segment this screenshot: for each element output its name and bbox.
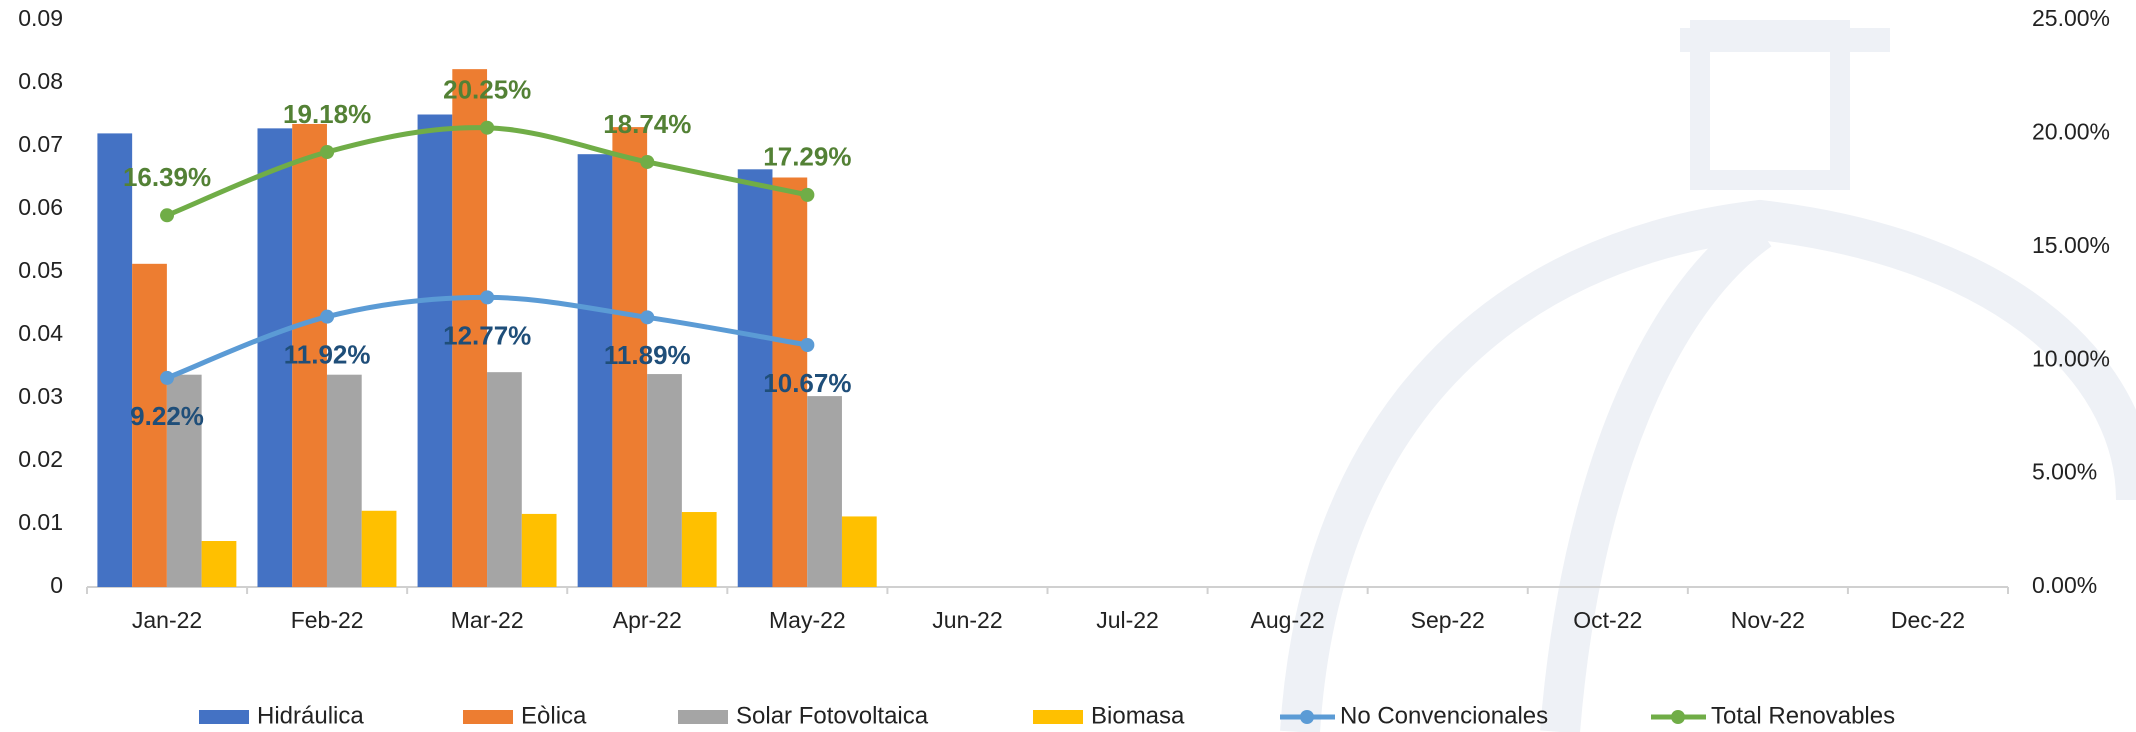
bar xyxy=(362,511,397,587)
value-label: 11.89% xyxy=(604,340,691,370)
legend-swatch xyxy=(1033,710,1083,724)
x-tick-label: Aug-22 xyxy=(1251,607,1325,633)
point xyxy=(320,145,334,159)
value-label: 17.29% xyxy=(763,142,851,172)
point xyxy=(160,208,174,222)
y-tick-label: 0.02 xyxy=(18,446,63,472)
x-tick-label: Jul-22 xyxy=(1096,607,1159,633)
x-tick-label: May-22 xyxy=(769,607,846,633)
bar xyxy=(842,516,877,587)
y2-tick-label: 25.00% xyxy=(2032,5,2110,31)
x-tick-label: Nov-22 xyxy=(1731,607,1805,633)
x-tick-label: Sep-22 xyxy=(1411,607,1485,633)
bar xyxy=(202,541,237,587)
y2-tick-label: 15.00% xyxy=(2032,232,2110,258)
chart: 0 0.01 0.02 0.03 0.04 0.05 0.06 0.07 0.08 0.09 0.0… xyxy=(0,0,2136,732)
y-tick-label: 0.03 xyxy=(18,383,63,409)
point xyxy=(480,121,494,135)
legend-label: No Convencionales xyxy=(1340,702,1548,729)
point xyxy=(480,290,494,304)
x-tick-label: Oct-22 xyxy=(1573,607,1642,633)
point xyxy=(160,371,174,385)
x-tick-label: Jun-22 xyxy=(932,607,1002,633)
legend-label: Solar Fotovoltaica xyxy=(736,702,929,729)
bar xyxy=(418,115,453,588)
y2-tick-label: 0.00% xyxy=(2032,572,2097,598)
y-tick-label: 0.06 xyxy=(18,194,63,220)
legend-swatch xyxy=(199,710,249,724)
y-tick-label: 0.09 xyxy=(18,5,63,31)
bar xyxy=(487,372,522,587)
y-tick-label: 0.08 xyxy=(18,68,63,94)
point xyxy=(640,310,654,324)
x-tick-label: Jan-22 xyxy=(132,607,202,633)
value-label: 19.18% xyxy=(283,99,371,129)
x-tick-label: Feb-22 xyxy=(291,607,364,633)
point xyxy=(800,338,814,352)
bar xyxy=(522,514,557,587)
legend-label: Hidráulica xyxy=(257,702,364,729)
value-label: 11.92% xyxy=(284,340,371,370)
y-tick-label: 0.01 xyxy=(18,509,63,535)
point xyxy=(640,155,654,169)
value-label: 20.25% xyxy=(443,75,531,105)
legend-swatch xyxy=(463,710,513,724)
legend-label: Biomasa xyxy=(1091,702,1185,729)
point xyxy=(800,188,814,202)
value-label: 10.67% xyxy=(763,368,851,398)
y2-tick-label: 10.00% xyxy=(2032,345,2110,371)
x-tick-label: Apr-22 xyxy=(613,607,682,633)
value-label: 12.77% xyxy=(443,320,531,350)
y-tick-label: 0.04 xyxy=(18,320,63,346)
bar xyxy=(578,154,613,587)
value-label: 9.22% xyxy=(130,401,204,431)
y2-tick-label: 5.00% xyxy=(2032,459,2097,485)
y-tick-label: 0 xyxy=(50,572,63,598)
x-tick-label: Mar-22 xyxy=(451,607,524,633)
point xyxy=(320,310,334,324)
bar xyxy=(647,374,682,587)
legend-label: Eòlica xyxy=(521,702,587,729)
y2-tick-label: 20.00% xyxy=(2032,118,2110,144)
y-tick-label: 0.05 xyxy=(18,257,63,283)
legend-swatch xyxy=(1300,710,1314,724)
bar xyxy=(807,396,842,587)
bar xyxy=(97,133,132,587)
x-tick-label: Dec-22 xyxy=(1891,607,1965,633)
bar xyxy=(327,375,362,587)
legend-label: Total Renovables xyxy=(1711,702,1895,729)
value-label: 18.74% xyxy=(603,109,691,139)
value-label: 16.39% xyxy=(123,162,211,192)
legend-swatch xyxy=(1671,710,1685,724)
y-tick-label: 0.07 xyxy=(18,131,63,157)
legend-swatch xyxy=(678,710,728,724)
bar xyxy=(682,512,717,587)
